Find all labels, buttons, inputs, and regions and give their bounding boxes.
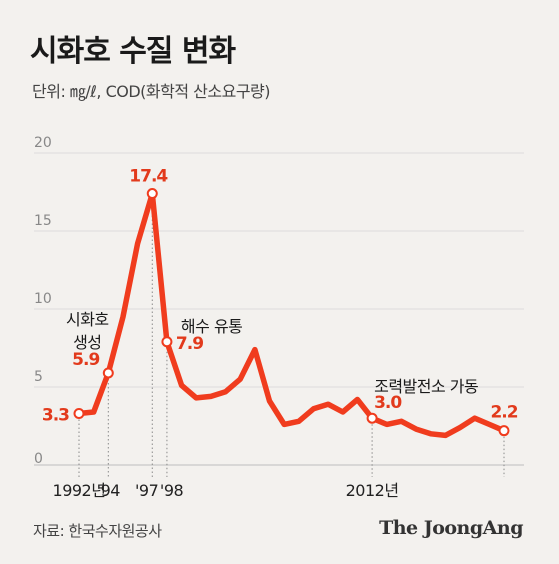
publisher-logo: The JoongAng — [379, 517, 523, 539]
data-label: 2.2 — [490, 403, 517, 423]
annotation-label: 해수 유통 — [181, 317, 242, 336]
x-tick-label: '97 — [135, 481, 158, 500]
y-tick-label: 0 — [34, 451, 43, 467]
annotation-label: 시화호 — [66, 310, 109, 329]
data-point-marker — [146, 188, 158, 200]
data-point-marker — [366, 412, 378, 424]
y-tick-label: 10 — [34, 291, 52, 307]
x-tick-label: 1992년 — [53, 481, 106, 500]
x-tick-label: 2012년 — [346, 481, 399, 500]
annotation-label: 조력발전소 가동 — [374, 377, 478, 396]
data-label: 7.9 — [176, 334, 203, 354]
data-point-marker — [73, 408, 85, 420]
x-tick-label: '94 — [97, 481, 121, 500]
source-note: 자료: 한국수자원공사 — [33, 522, 162, 540]
data-point-marker — [102, 367, 114, 379]
chart-subtitle: 단위: ㎎/ℓ, COD(화학적 산소요구량) — [32, 82, 271, 101]
annotation-label: 생성 — [73, 333, 101, 352]
data-label: 3.3 — [42, 406, 69, 426]
y-tick-label: 5 — [34, 369, 43, 385]
data-point-marker — [161, 336, 173, 348]
series-line — [76, 190, 507, 439]
data-label: 5.9 — [72, 350, 99, 370]
y-tick-label: 20 — [34, 135, 52, 151]
chart-title: 시화호 수질 변화 — [30, 34, 236, 69]
x-tick-label: '98 — [160, 481, 184, 500]
data-label: 17.4 — [129, 167, 168, 187]
data-point-marker — [498, 425, 510, 437]
data-label: 3.0 — [374, 393, 402, 413]
y-tick-label: 15 — [34, 213, 52, 229]
